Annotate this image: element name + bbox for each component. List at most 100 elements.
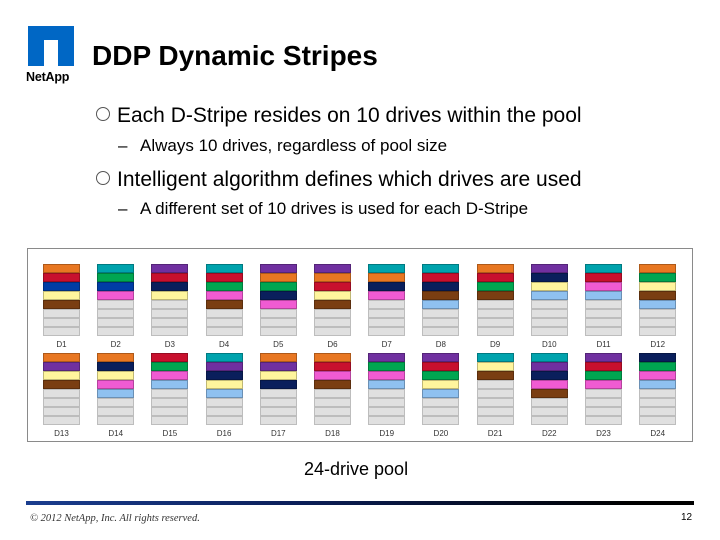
drive-d12: D12	[639, 264, 677, 349]
drive-slot	[259, 300, 297, 309]
drive-slot	[97, 362, 135, 371]
drive-slot	[97, 380, 135, 389]
drive-slot	[259, 398, 297, 407]
drive-d9: D9	[476, 264, 514, 349]
drive-label: D10	[541, 340, 557, 349]
drive-slot	[585, 264, 622, 273]
drive-slot	[205, 389, 243, 398]
sub-bullet-1: – Always 10 drives, regardless of pool si…	[118, 136, 447, 156]
netapp-logo-icon	[28, 26, 74, 66]
drive-slot	[205, 353, 243, 362]
drive-d24: D24	[639, 353, 677, 438]
drive-slot	[476, 264, 514, 273]
drive-slot	[368, 389, 406, 398]
drive-slot	[476, 398, 514, 407]
drive-slot	[639, 371, 677, 380]
drive-slot	[368, 300, 406, 309]
drive-d23: D23	[585, 353, 622, 438]
drive-slot	[476, 327, 514, 336]
drive-slot	[314, 291, 351, 300]
drive-slot	[585, 371, 622, 380]
drive-slot	[151, 318, 189, 327]
drive-slot	[97, 371, 135, 380]
drive-label: D8	[435, 340, 446, 349]
drive-slot	[97, 416, 135, 425]
drive-label: D21	[487, 429, 503, 438]
drive-slot	[259, 309, 297, 318]
drive-slot	[151, 273, 189, 282]
drive-slot	[422, 398, 460, 407]
drive-d2: D2	[97, 264, 135, 349]
drive-slot	[422, 371, 460, 380]
drive-slot	[422, 264, 460, 273]
drive-slot	[151, 416, 189, 425]
drive-slot	[97, 353, 135, 362]
page-number: 12	[681, 512, 693, 523]
drive-slot	[259, 291, 297, 300]
drive-slot	[259, 380, 297, 389]
drive-slot	[422, 362, 460, 371]
drive-slot	[259, 362, 297, 371]
drive-slot	[314, 380, 351, 389]
bullet-1-text: Each D-Stripe resides on 10 drives withi…	[117, 104, 582, 127]
drive-slot	[422, 282, 460, 291]
drive-d13: D13	[43, 353, 80, 438]
drive-slot	[314, 407, 351, 416]
drive-slot	[422, 327, 460, 336]
drive-slot	[368, 416, 406, 425]
drive-slot	[205, 416, 243, 425]
drive-label: D17	[270, 429, 286, 438]
drive-label: D16	[216, 429, 232, 438]
drive-slot	[43, 309, 80, 318]
drive-slot	[639, 273, 677, 282]
drive-slot	[259, 264, 297, 273]
drive-label: D11	[596, 340, 611, 349]
drive-slot	[530, 300, 568, 309]
drive-slot	[368, 282, 406, 291]
drive-label: D18	[325, 429, 340, 438]
drive-slot	[97, 389, 135, 398]
drive-slot	[43, 291, 80, 300]
drive-slot	[314, 309, 351, 318]
drive-slot	[530, 398, 568, 407]
bullet-2-text: Intelligent algorithm defines which driv…	[117, 168, 582, 191]
drive-slot	[43, 380, 80, 389]
drive-slot	[314, 318, 351, 327]
drive-slot	[476, 380, 514, 389]
drive-slot	[368, 273, 406, 282]
drive-d7: D7	[368, 264, 406, 349]
drive-slot	[368, 398, 406, 407]
drive-slot	[476, 300, 514, 309]
drive-label: D19	[379, 429, 395, 438]
drive-slot	[43, 327, 80, 336]
drive-slot	[368, 309, 406, 318]
drive-slot	[205, 318, 243, 327]
drive-slot	[639, 353, 677, 362]
drive-slot	[476, 407, 514, 416]
drive-slot	[530, 371, 568, 380]
drive-slot	[639, 407, 677, 416]
drive-slot	[422, 300, 460, 309]
drive-label: D15	[162, 429, 178, 438]
drive-slot	[314, 389, 351, 398]
drive-slot	[476, 371, 514, 380]
drive-slot	[43, 300, 80, 309]
drive-slot	[422, 309, 460, 318]
drive-slot	[422, 318, 460, 327]
drive-label: D4	[218, 340, 230, 349]
circle-bullet-icon	[96, 107, 110, 121]
drive-slot	[259, 416, 297, 425]
drive-slot	[205, 309, 243, 318]
drive-slot	[422, 416, 460, 425]
drive-slot	[151, 407, 189, 416]
drive-slot	[585, 300, 622, 309]
drive-slot	[639, 398, 677, 407]
drive-slot	[530, 407, 568, 416]
drive-d20: D20	[422, 353, 460, 438]
drive-slot	[530, 309, 568, 318]
drive-d8: D8	[422, 264, 460, 349]
drive-d22: D22	[530, 353, 568, 438]
drive-slot	[314, 273, 351, 282]
drive-slot	[639, 264, 677, 273]
drive-slot	[585, 416, 622, 425]
